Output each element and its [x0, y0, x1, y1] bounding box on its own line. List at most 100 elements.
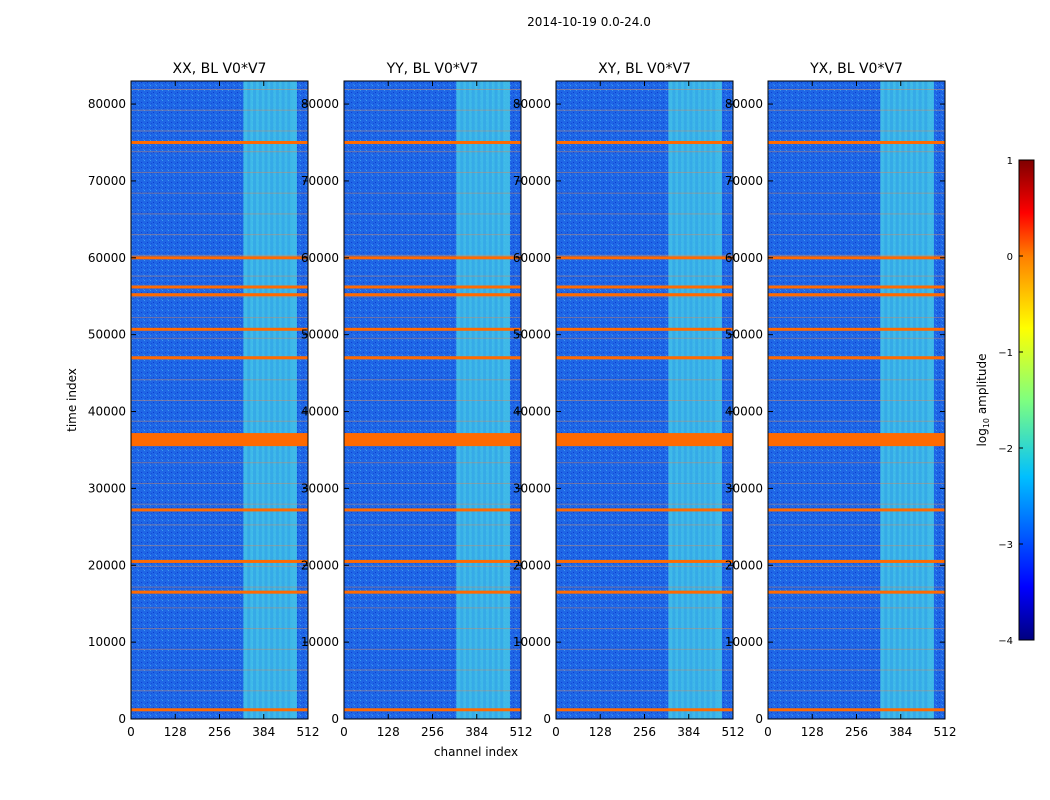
x-tick-label: 512 — [934, 725, 957, 739]
colorbar-label-rest: amplitude — [975, 354, 989, 418]
y-tick-label: 20000 — [725, 558, 763, 572]
faint-flag-line — [131, 648, 308, 650]
x-tick-label: 384 — [677, 725, 700, 739]
panel-4: YX, BL V0*V7 0 128 256 384 512 0 10000 20000 3000… — [725, 61, 957, 739]
colorbar-label: log10 amplitude — [975, 354, 991, 447]
band-stripe — [483, 81, 487, 719]
faint-flag-line — [131, 628, 308, 630]
faint-flag-line — [556, 171, 733, 173]
faint-flag-line — [556, 524, 733, 526]
flagged-row — [556, 327, 733, 331]
flagged-row — [344, 708, 521, 712]
faint-flag-line — [131, 317, 308, 319]
flagged-row — [556, 590, 733, 594]
faint-flag-line — [344, 482, 521, 484]
faint-flag-line — [131, 130, 308, 132]
faint-flag-line — [344, 690, 521, 692]
colorbar-label-main: log — [975, 428, 989, 446]
y-tick-label: 10000 — [725, 635, 763, 649]
faint-flag-line — [131, 234, 308, 236]
x-tick-label: 512 — [297, 725, 320, 739]
faint-flag-line — [131, 109, 308, 111]
flagged-row — [768, 285, 945, 289]
band-stripe — [264, 81, 268, 719]
faint-flag-line — [556, 254, 733, 256]
y-tick-label: 0 — [118, 712, 126, 726]
flagged-row — [768, 356, 945, 360]
band-stripe — [912, 81, 916, 719]
faint-flag-line — [344, 254, 521, 256]
y-tick-label: 20000 — [301, 558, 339, 572]
faint-flag-line — [556, 690, 733, 692]
flagged-row — [131, 590, 308, 594]
faint-flag-line — [556, 234, 733, 236]
faint-flag-line — [131, 171, 308, 173]
faint-flag-line — [768, 213, 945, 215]
colorbar-gradient — [1018, 159, 1035, 641]
faint-flag-line — [344, 337, 521, 339]
faint-flag-line — [768, 275, 945, 277]
faint-flag-line — [131, 607, 308, 609]
faint-flag-line — [556, 482, 733, 484]
band-stripe — [672, 81, 676, 719]
band-stripe — [901, 81, 905, 719]
faint-flag-line — [344, 192, 521, 194]
y-tick-label: 30000 — [513, 481, 551, 495]
faint-flag-line — [768, 690, 945, 692]
faint-flag-line — [344, 400, 521, 401]
flagged-row — [768, 140, 945, 144]
flagged-row — [556, 356, 733, 360]
faint-flag-line — [131, 254, 308, 256]
colorbar-tick-label: −3 — [998, 540, 1013, 551]
x-tick-label: 128 — [377, 725, 400, 739]
faint-flag-line — [344, 89, 521, 90]
faint-flag-line — [131, 690, 308, 692]
y-tick-label: 50000 — [513, 328, 551, 342]
y-tick-label: 30000 — [88, 481, 126, 495]
faint-flag-line — [768, 586, 945, 588]
panel-2: YY, BL V0*V7 0 128 256 384 512 0 10000 20000 3000… — [301, 61, 533, 739]
panel-title: YY, BL V0*V7 — [386, 61, 479, 77]
faint-flag-line — [344, 420, 521, 422]
band-stripe — [253, 81, 257, 719]
panels: XX, BL V0*V7 0 128 256 384 512 0 10000 20000 3000… — [88, 61, 957, 739]
band-stripe — [488, 81, 492, 719]
faint-flag-line — [131, 503, 308, 505]
flagged-row — [556, 285, 733, 289]
flagged-row — [344, 285, 521, 289]
y-tick-label: 0 — [755, 712, 763, 726]
faint-flag-line — [131, 89, 308, 90]
x-tick-label: 128 — [589, 725, 612, 739]
y-tick-label: 80000 — [301, 97, 339, 111]
x-tick-label: 384 — [252, 725, 275, 739]
y-tick-label: 50000 — [88, 328, 126, 342]
band-stripe — [270, 81, 274, 719]
colorbar: log10 amplitude 10−1−2−3−4 — [975, 156, 1035, 647]
faint-flag-line — [768, 565, 945, 567]
flagged-row — [556, 508, 733, 512]
faint-flag-line — [768, 109, 945, 111]
faint-flag-line — [556, 545, 733, 547]
flagged-row — [344, 559, 521, 563]
flagged-row — [768, 327, 945, 331]
faint-flag-line — [556, 462, 733, 464]
flagged-row — [768, 508, 945, 512]
flagged-row — [556, 293, 733, 297]
y-tick-label: 0 — [331, 712, 339, 726]
x-tick-label: 384 — [465, 725, 488, 739]
flagged-block — [344, 433, 521, 447]
x-tick-label: 128 — [801, 725, 824, 739]
band-stripe — [494, 81, 498, 719]
band-stripe — [683, 81, 687, 719]
flagged-row — [556, 140, 733, 144]
y-tick-label: 10000 — [513, 635, 551, 649]
faint-flag-line — [556, 109, 733, 111]
y-tick-label: 10000 — [301, 635, 339, 649]
flagged-row — [131, 140, 308, 144]
x-tick-label: 0 — [340, 725, 348, 739]
panel-title: YX, BL V0*V7 — [809, 61, 903, 77]
flagged-row — [344, 356, 521, 360]
faint-flag-line — [556, 192, 733, 194]
faint-flag-line — [556, 400, 733, 401]
faint-flag-line — [131, 151, 308, 153]
